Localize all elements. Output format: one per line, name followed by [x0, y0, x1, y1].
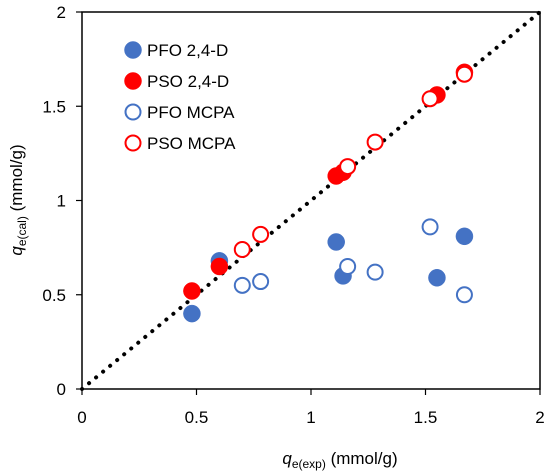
legend-label: PSO 2,4-D	[147, 72, 229, 91]
x-tick-label: 2	[535, 408, 544, 427]
y-tick-label: 2	[57, 3, 66, 22]
legend: PFO 2,4-D PSO 2,4-D PFO MCPA PSO MCPA	[124, 41, 236, 153]
x-tick-label: 1.5	[414, 408, 438, 427]
x-axis-title: qe(exp) (mmol/g)	[282, 449, 397, 471]
data-point	[233, 276, 251, 294]
data-point	[366, 133, 384, 151]
y-axis-title-unit: (mmol/g)	[7, 144, 26, 216]
data-point	[183, 304, 201, 323]
data-point	[428, 269, 446, 287]
data-point	[252, 273, 270, 291]
y-axis-title-subscript: e(cal)	[15, 216, 29, 246]
y-tick-label: 1.5	[42, 97, 66, 116]
y-tick-label: 0	[57, 380, 66, 399]
data-points	[183, 63, 474, 323]
data-point	[455, 286, 473, 304]
data-point	[366, 263, 384, 281]
y-tick-label: 0.5	[42, 286, 66, 305]
data-point	[339, 158, 357, 176]
legend-label: PFO 2,4-D	[147, 41, 228, 60]
y-axis-title: qe(cal) (mmol/g)	[7, 144, 29, 255]
x-axis-title-symbol: q	[282, 449, 292, 468]
data-point	[339, 257, 357, 275]
reference-line	[80, 10, 542, 391]
x-axis-title-unit: (mmol/g)	[326, 449, 398, 468]
legend-marker	[124, 72, 142, 90]
data-point	[455, 227, 474, 246]
axis-ticks: 0 0.5 1 1.5 2 0 0.5 1 1.5 2	[42, 3, 544, 427]
data-point	[210, 257, 229, 276]
data-point	[421, 90, 439, 108]
x-axis-title-subscript: e(exp)	[292, 457, 326, 471]
data-point	[233, 241, 251, 259]
data-point	[252, 225, 270, 243]
x-tick-label: 0.5	[185, 408, 209, 427]
legend-marker	[124, 103, 142, 121]
legend-marker	[124, 134, 142, 152]
data-point	[421, 218, 439, 236]
legend-label: PSO MCPA	[147, 134, 236, 153]
data-point	[327, 233, 345, 251]
x-tick-label: 1	[306, 408, 315, 427]
legend-marker	[124, 41, 142, 59]
data-point	[455, 65, 473, 83]
x-tick-label: 0	[77, 408, 86, 427]
y-tick-label: 1	[57, 192, 66, 211]
data-point	[183, 282, 201, 300]
y-axis-title-symbol: q	[7, 246, 26, 256]
legend-label: PFO MCPA	[147, 103, 235, 122]
